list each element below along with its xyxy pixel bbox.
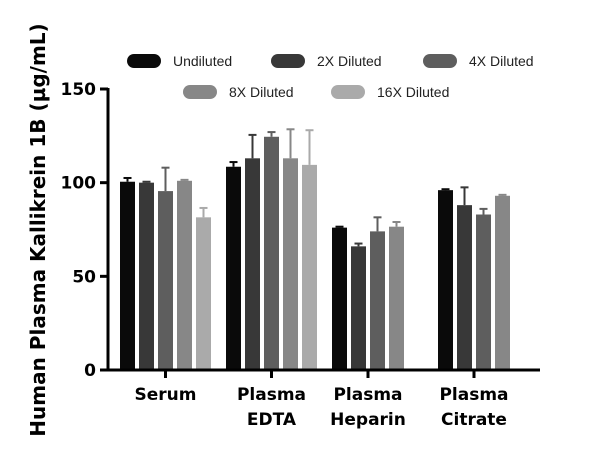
bar [476,214,491,370]
legend-label: 4X Diluted [469,53,534,69]
y-tick-label: 150 [61,80,97,100]
legend-swatch [127,54,161,68]
bar [332,227,347,370]
bar [495,195,510,370]
category-label: Plasma [333,385,402,405]
bar [457,205,472,370]
category-label-line2: Heparin [330,410,406,430]
category-label-line2: Citrate [441,410,507,430]
legend-label: 8X Diluted [229,84,294,100]
y-tick-label: 50 [72,267,96,287]
bar [196,217,211,370]
bar [370,231,385,370]
y-tick-label: 100 [61,174,97,194]
bars-layer [120,128,510,370]
category-label: Plasma [439,385,508,405]
bar [438,190,453,370]
category-label-line2: EDTA [247,410,297,430]
axes: 0 50 100 150 Serum Plasma EDTA Plasma Heparin Pla… [61,80,540,430]
legend-swatch [271,54,305,68]
legend-label: 16X Diluted [377,84,449,100]
bar [302,164,317,370]
bar [226,166,241,370]
bar [351,246,366,370]
bar [139,182,154,370]
legend-label: Undiluted [173,53,232,69]
bar [177,180,192,370]
legend-label: 2X Diluted [317,53,382,69]
bar [283,158,298,370]
legend-swatch [423,54,457,68]
bar [120,181,135,370]
bar [389,226,404,370]
category-label: Serum [135,385,197,405]
category-label: Plasma [237,385,306,405]
bar [245,158,260,370]
y-tick-label: 0 [84,361,96,381]
bar [264,136,279,370]
legend: Undiluted 2X Diluted 4X Diluted 8X Diluted 1… [127,53,534,100]
legend-swatch [331,85,365,99]
legend-swatch [183,85,217,99]
y-axis-label: Human Plasma Kallikrein 1B (µg/mL) [26,23,50,436]
bar [158,191,173,370]
